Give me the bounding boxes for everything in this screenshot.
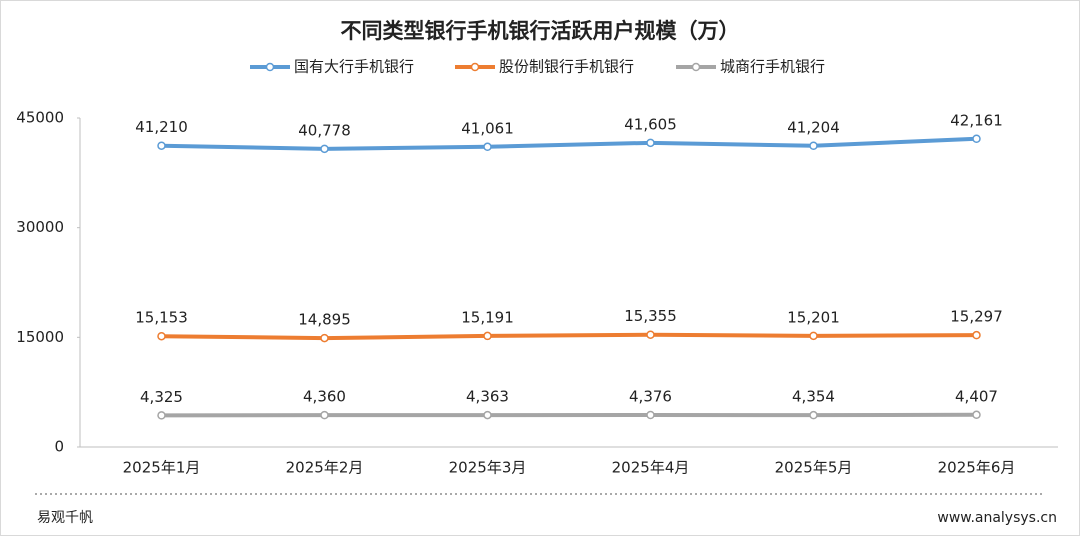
- x-tick-label: 2025年4月: [612, 459, 690, 477]
- data-point: [157, 411, 166, 420]
- data-label: 15,191: [461, 308, 514, 326]
- data-point: [972, 330, 981, 340]
- y-tick-label: 15000: [16, 328, 64, 346]
- data-label: 4,325: [140, 388, 183, 406]
- data-point: [157, 141, 166, 150]
- data-point: [483, 142, 492, 152]
- data-label: 14,895: [298, 311, 351, 329]
- data-label: 42,161: [950, 111, 1003, 129]
- series-line: [161, 332, 977, 341]
- data-label: 41,605: [624, 115, 677, 133]
- x-tick-label: 2025年1月: [123, 459, 201, 477]
- y-tick-label: 0: [54, 438, 64, 456]
- legend-marker: [265, 62, 275, 72]
- data-point: [646, 410, 655, 420]
- data-label: 4,360: [303, 388, 346, 406]
- data-point: [809, 331, 818, 341]
- series-line: [161, 136, 977, 151]
- legend-marker: [691, 62, 701, 72]
- footer-source: 易观千帆: [37, 510, 93, 526]
- x-tick-label: 2025年2月: [286, 459, 364, 477]
- data-label: 41,210: [135, 118, 188, 136]
- legend-marker: [470, 62, 480, 72]
- data-point: [646, 138, 655, 148]
- x-tick-label: 2025年6月: [938, 459, 1016, 477]
- data-label: 41,204: [787, 118, 840, 136]
- data-point: [646, 330, 655, 339]
- legend-label: 城商行手机银行: [720, 58, 825, 76]
- data-label: 15,153: [135, 309, 188, 327]
- data-label: 15,355: [624, 307, 677, 325]
- y-tick-label: 45000: [16, 109, 64, 127]
- data-point: [972, 134, 981, 144]
- data-point: [483, 410, 492, 420]
- data-label: 4,407: [955, 387, 998, 405]
- data-point: [809, 410, 818, 420]
- data-label: 15,297: [950, 308, 1003, 326]
- data-point: [320, 410, 329, 420]
- data-label: 40,778: [298, 121, 351, 139]
- series-line: [161, 412, 977, 418]
- data-point: [320, 333, 329, 343]
- data-label: 4,354: [792, 388, 835, 406]
- legend-label: 股份制银行手机银行: [499, 58, 634, 76]
- chart-title: 不同类型银行手机银行活跃用户规模（万）: [341, 19, 740, 43]
- data-point: [483, 331, 492, 341]
- x-tick-label: 2025年3月: [449, 459, 527, 477]
- x-tick-label: 2025年5月: [775, 459, 853, 477]
- data-label: 4,363: [466, 388, 509, 406]
- data-label: 4,376: [629, 388, 672, 406]
- data-label: 41,061: [461, 119, 514, 137]
- y-tick-label: 30000: [16, 218, 64, 236]
- data-point: [320, 144, 329, 154]
- data-point: [972, 410, 981, 420]
- data-point: [809, 141, 818, 151]
- data-label: 15,201: [787, 308, 840, 326]
- data-point: [157, 331, 166, 341]
- footer-url: www.analysys.cn: [937, 510, 1057, 526]
- legend-label: 国有大行手机银行: [294, 58, 414, 76]
